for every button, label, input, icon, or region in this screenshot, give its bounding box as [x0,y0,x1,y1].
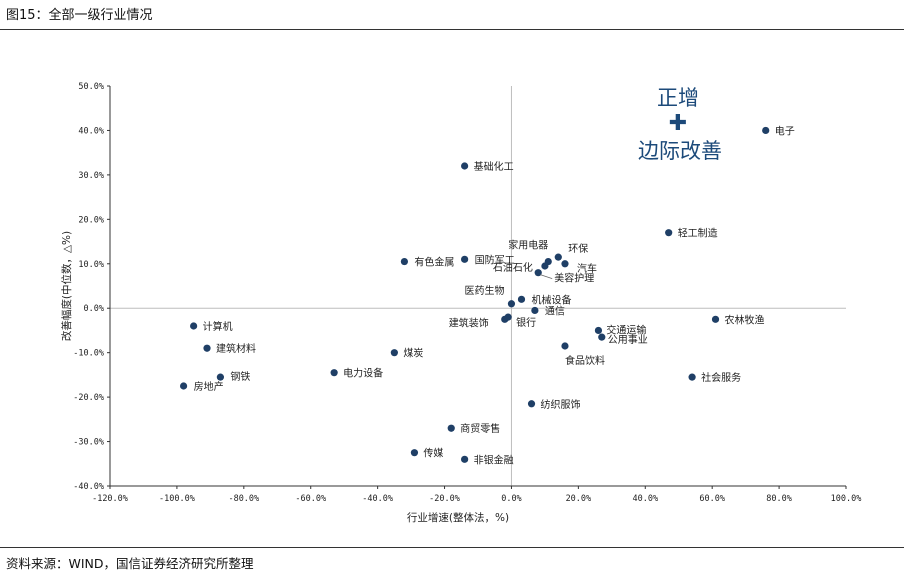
data-point-label: 建筑材料 [216,342,256,355]
x-tick-label: -100.0% [159,494,195,504]
data-point-label: 农林牧渔 [725,313,765,326]
data-point [541,262,549,270]
data-point [400,257,408,266]
data-point [531,306,539,315]
data-point-label: 机械设备 [531,293,571,306]
y-tick-label: 30.0% [78,171,104,181]
data-point [180,382,188,390]
data-point [390,349,398,357]
data-point-label: 公用事业 [608,333,648,346]
data-point [561,342,569,350]
y-axis-title: 改善幅度(中位数，△%) [60,231,73,341]
x-tick-label: -60.0% [295,494,326,504]
y-tick-label: -30.0% [73,438,104,448]
x-tick-label: 0.0% [501,494,521,504]
data-point [504,313,512,321]
data-point [594,326,603,335]
data-point [461,455,469,463]
data-point [216,373,224,381]
data-point-label: 非银金融 [474,453,514,466]
data-point [461,162,469,170]
figure-title: 图15：全部一级行业情况 [6,8,153,23]
data-point-label: 计算机 [203,320,233,333]
y-tick-label: 0.0% [84,304,104,314]
data-point [534,269,542,277]
y-tick-label: 20.0% [78,215,104,225]
data-point [711,315,720,323]
data-point-label: 美容护理 [554,272,594,285]
x-tick-label: 60.0% [699,494,725,504]
x-tick-label: -120.0% [92,494,128,504]
chart-axes: -120.0% -100.0% -80.0% -60.0% -40.0% -20.0% 0.… [60,82,861,524]
data-point [762,126,770,135]
data-point-label: 传媒 [423,448,443,460]
x-tick-label: 20.0% [566,494,592,504]
data-point [554,253,562,261]
data-point-label: 医药生物 [464,284,504,297]
data-point-label: 通信 [545,305,565,317]
data-point-label: 纺织服饰 [541,398,581,411]
data-point-label: 电力设备 [343,367,383,380]
data-point [190,322,198,330]
data-point [330,369,338,377]
x-tick-label: 100.0% [831,494,862,504]
data-point [527,400,536,408]
data-point-label: 交通运输 [606,323,646,336]
y-tick-label: 50.0% [78,82,104,92]
data-point-label: 家用电器 [508,239,548,252]
data-point [447,424,455,432]
data-point-label: 国防军工 [475,253,515,266]
x-axis-title: 行业增速(整体法，%) [407,511,509,524]
data-point-label: 煤炭 [403,347,423,360]
data-point [203,344,211,352]
data-point-label: 社会服务 [701,371,741,384]
data-point-label: 有色金属 [414,256,454,269]
data-point-label: 轻工制造 [678,227,718,240]
y-tick-label: 40.0% [78,126,104,136]
x-tick-label: -20.0% [429,494,460,504]
data-point-label: 食品饮料 [565,354,605,367]
bottom-rule [0,547,904,548]
x-tick-label: -80.0% [228,494,259,504]
source-note: 资料来源：WIND，国信证券经济研究所整理 [6,556,254,571]
data-point [517,295,526,303]
x-tick-label: -40.0% [362,494,393,504]
data-point [665,229,673,237]
plus-icon: ✚ [669,111,687,136]
y-tick-label: -20.0% [73,393,104,403]
data-point [688,373,696,381]
x-tick-label: 80.0% [766,494,792,504]
leader-line [540,274,553,280]
quadrant-annotation: 正增 ✚ 边际改善 [638,86,722,163]
data-point-label: 石油石化 [493,261,533,274]
x-tick-label: 40.0% [632,494,658,504]
data-point-label: 钢铁 [230,370,250,383]
data-point [598,333,606,341]
data-point-label: 商贸零售 [460,422,500,435]
data-point-label: 基础化工 [474,160,514,173]
y-tick-label: -40.0% [73,482,104,492]
scatter-chart: -120.0% -100.0% -80.0% -60.0% -40.0% -20.0% 0.… [60,82,861,524]
data-point [561,260,569,268]
data-point [461,255,469,263]
annotation-line-positive-growth: 正增 [657,86,699,110]
data-point-label: 建筑装饰 [449,316,489,329]
data-point-label: 房地产 [194,380,224,393]
annotation-line-marginal-improvement: 边际改善 [638,139,722,163]
data-point-label: 汽车 [577,262,597,275]
y-tick-label: -10.0% [73,349,104,359]
data-point-label: 环保 [568,242,588,255]
data-point [507,300,516,308]
data-point-label: 银行 [516,316,536,329]
data-point [410,449,419,457]
y-tick-label: 10.0% [78,260,104,270]
data-point-label: 电子 [775,124,795,137]
top-rule [0,29,904,30]
